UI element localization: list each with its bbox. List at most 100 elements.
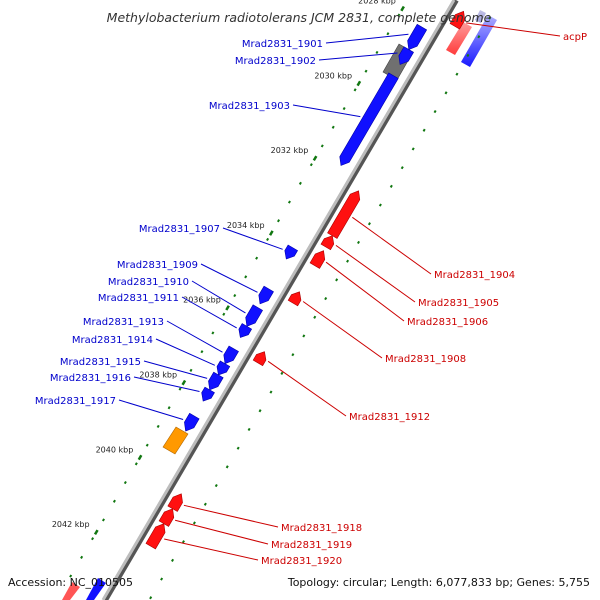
gene-arrow[interactable] [284, 244, 298, 260]
tick-dot [291, 353, 295, 357]
gene-label[interactable]: Mrad2831_1907 [139, 224, 220, 235]
gene-label[interactable]: Mrad2831_1914 [72, 335, 153, 346]
label-leader [155, 338, 216, 366]
gene-arrow[interactable] [287, 291, 302, 307]
kbp-tick [400, 5, 405, 12]
gene-arrow[interactable] [339, 72, 399, 166]
tick-dot [367, 222, 371, 226]
tick-dot [244, 275, 248, 279]
label-leader [164, 538, 259, 561]
tick-dot [236, 446, 240, 450]
kbp-tick-label: 2030 kbp [314, 71, 352, 80]
label-leader [191, 280, 246, 314]
kbp-tick [137, 454, 143, 461]
gene-arrow[interactable] [223, 345, 239, 365]
kbp-tick [312, 155, 318, 162]
label-leader [133, 376, 200, 392]
tick-dot [247, 427, 251, 432]
gene-arrow[interactable] [167, 493, 183, 512]
gene-arrow[interactable] [320, 235, 335, 251]
gene-arrow[interactable] [398, 46, 414, 65]
gene-label[interactable]: Mrad2831_1906 [407, 317, 488, 328]
label-leader [222, 227, 283, 250]
tick-dot [309, 163, 313, 167]
tick-dot [266, 237, 270, 242]
gene-label[interactable]: Mrad2831_1918 [281, 523, 362, 534]
tick-dot [91, 537, 95, 541]
gene-label[interactable]: Mrad2831_1920 [261, 556, 342, 567]
tick-dot [178, 387, 182, 391]
tick-dot [189, 368, 193, 372]
gene-label[interactable]: Mrad2831_1908 [385, 354, 466, 365]
tick-dot [171, 558, 175, 562]
label-leader [302, 301, 383, 359]
gene-features [145, 10, 466, 550]
kbp-tick-label: 2038 kbp [139, 371, 177, 380]
label-leader [175, 519, 269, 545]
tick-dot [357, 240, 360, 245]
gene-arrow[interactable] [145, 523, 166, 550]
gene-arrow[interactable] [449, 10, 466, 30]
decor-features [62, 0, 510, 600]
kbp-tick-label: 2032 kbp [271, 146, 309, 155]
gene-label[interactable]: Mrad2831_1909 [117, 260, 198, 271]
tick-dot [134, 462, 138, 466]
gene-label[interactable]: Mrad2831_1913 [83, 317, 164, 328]
label-leader [166, 320, 223, 353]
gene-arrow[interactable] [407, 23, 428, 50]
tick-dot [258, 409, 262, 413]
kbp-tick-label: 2040 kbp [96, 445, 134, 454]
tick-dot [80, 555, 84, 559]
gene-arrow[interactable] [309, 250, 326, 269]
tick-dot [444, 91, 448, 95]
label-leader [143, 360, 208, 379]
label-leader [318, 52, 398, 61]
gene-arrow[interactable] [208, 371, 224, 391]
footer-topology: Topology: circular; Length: 6,077,833 bp… [287, 576, 590, 589]
gene-arrow[interactable] [158, 508, 175, 527]
tick-dot [255, 256, 259, 260]
gene-label[interactable]: Mrad2831_1919 [271, 540, 352, 551]
gene-label[interactable]: Mrad2831_1905 [418, 298, 499, 309]
tick-dot [123, 480, 127, 485]
gene-arrow[interactable] [252, 351, 267, 367]
gene-label[interactable]: Mrad2831_1901 [242, 39, 323, 50]
gene-arrow[interactable] [216, 360, 231, 376]
gene-arrow[interactable] [184, 412, 200, 432]
tick-dot [200, 350, 204, 354]
gene-label[interactable]: Mrad2831_1902 [235, 56, 316, 67]
gene-label[interactable]: Mrad2831_1912 [349, 412, 430, 423]
gene-arrow[interactable] [258, 285, 274, 305]
tick-dot [455, 72, 459, 76]
gene-label[interactable]: Mrad2831_1917 [35, 396, 116, 407]
orange-feature [162, 426, 189, 455]
gene-label[interactable]: Mrad2831_1915 [60, 357, 141, 368]
label-leader [325, 33, 409, 44]
gene-label[interactable]: Mrad2831_1916 [50, 373, 131, 384]
tick-dot [160, 577, 164, 581]
gene-label[interactable]: acpP [563, 32, 587, 43]
tick-dot [386, 32, 390, 36]
gene-label[interactable]: Mrad2831_1911 [98, 293, 179, 304]
gene-label[interactable]: Mrad2831_1903 [209, 101, 290, 112]
tick-dot [324, 296, 328, 301]
tick-dot [222, 312, 226, 316]
tick-dot [466, 53, 470, 58]
gene-label[interactable]: Mrad2831_1910 [108, 277, 189, 288]
tick-dot [389, 184, 393, 188]
kbp-tick [181, 379, 187, 386]
tick-dot [342, 106, 346, 111]
tick-dot [422, 128, 426, 132]
gene-label[interactable]: Mrad2831_1904 [434, 270, 515, 281]
tick-dot [269, 390, 273, 394]
kbp-ticks: 2028 kbp 2030 kbp 2032 kbp 2034 kbp 2036 kbp… [52, 0, 405, 536]
gene-arrow[interactable] [245, 304, 263, 327]
tick-dot [101, 518, 105, 522]
gene-arrow[interactable] [201, 386, 215, 402]
tick-dot [167, 406, 171, 410]
gene-arrow[interactable] [238, 323, 253, 338]
tick-dot [149, 596, 153, 600]
tick-dot [346, 259, 350, 263]
tick-dot [378, 203, 382, 207]
